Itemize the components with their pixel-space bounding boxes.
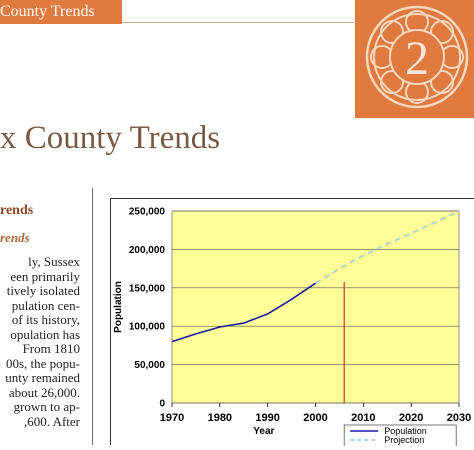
y-tick-label: 0 (159, 399, 165, 410)
section-heading: rends (0, 203, 34, 218)
legend: Population Projection (343, 424, 457, 448)
chapter-badge: 2 (355, 0, 474, 118)
y-tick-label: 250,000 (129, 207, 166, 218)
x-tick-label: 2020 (399, 412, 423, 424)
series-line-projection (315, 210, 460, 284)
subsection-heading: rends (0, 230, 30, 245)
x-axis-label: Year (253, 426, 274, 437)
chapter-emblem-icon: 2 (365, 5, 469, 109)
body-line: pulation cen- (11, 297, 80, 313)
body-line: ,600. After (24, 413, 80, 429)
x-tick-label: 1970 (160, 412, 184, 424)
legend-label-projection: Projection (384, 435, 424, 445)
body-line: tively isolated (6, 283, 80, 298)
top-bar: County Trends (0, 0, 474, 24)
body-line: grown to ap- (13, 399, 80, 414)
y-tick-label: 100,000 (129, 322, 166, 333)
legend-label-population: Population (384, 426, 427, 436)
y-tick-label: 150,000 (129, 283, 166, 294)
header-rule (122, 22, 354, 23)
x-tick-label: 2010 (351, 412, 375, 424)
x-tick-label: 2030 (447, 412, 471, 424)
x-tick-label: 1980 (208, 412, 232, 424)
body-line: of its history, (11, 312, 80, 327)
chart-svg: 0 50,000 100,000 150,000 200,000 250,000 1970… (113, 207, 471, 448)
body-line: unty remained (5, 370, 80, 385)
plot-area (171, 210, 460, 404)
series-line-population (171, 282, 316, 343)
body-line: een primarily (10, 268, 80, 284)
population-chart: 0 50,000 100,000 150,000 200,000 250,000 1970… (110, 198, 474, 448)
body-text: ly, Sussex een primarily tively isolated… (0, 254, 80, 429)
page-title: x County Trends (0, 120, 221, 156)
body-line: opulation has (10, 326, 80, 342)
column-divider (92, 188, 93, 445)
body-line: about 26,000. (8, 384, 80, 400)
body-line: 00s, the popu- (5, 355, 80, 371)
y-axis-label: Population (113, 281, 124, 333)
chapter-band: County Trends (0, 0, 122, 24)
chapter-number: 2 (405, 32, 429, 85)
y-tick-label: 50,000 (134, 360, 165, 371)
body-line: ly, Sussex (28, 254, 80, 269)
y-tick-label: 200,000 (129, 245, 166, 256)
x-tick-label: 1990 (255, 412, 279, 424)
x-tick-label: 2000 (303, 412, 327, 424)
body-line: From 1810 (22, 341, 80, 356)
